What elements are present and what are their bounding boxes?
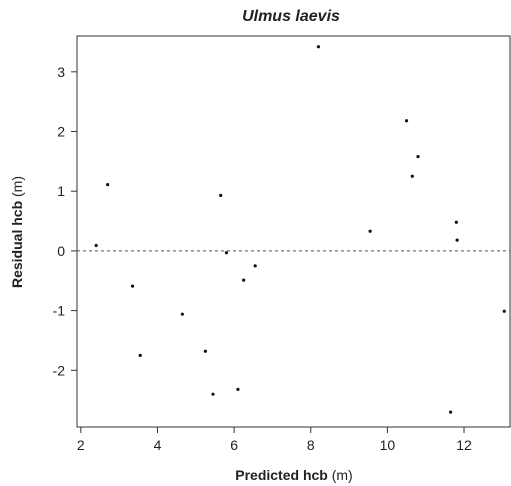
- x-tick-label: 2: [77, 437, 85, 453]
- data-point: [449, 410, 453, 414]
- x-axis-title-unit: (m): [328, 467, 353, 483]
- x-tick-label: 12: [456, 437, 472, 453]
- x-tick-label: 6: [230, 437, 238, 453]
- data-point: [180, 312, 184, 316]
- plot-frame: [76, 35, 511, 428]
- data-point: [253, 264, 257, 268]
- y-tick-label: -2: [53, 362, 66, 378]
- y-tick-label: 2: [57, 124, 65, 140]
- data-point: [454, 220, 458, 224]
- data-point: [410, 174, 414, 178]
- data-point: [368, 229, 372, 233]
- y-tick-label: 0: [57, 243, 65, 259]
- data-point: [502, 309, 506, 313]
- y-tick-label: -1: [53, 303, 66, 319]
- data-point: [224, 251, 229, 255]
- data-point: [236, 387, 240, 391]
- data-point: [404, 119, 409, 123]
- x-tick-label: 8: [307, 437, 315, 453]
- x-axis-title-main: Predicted hcb: [235, 467, 328, 483]
- data-point: [138, 353, 142, 357]
- data-point: [211, 392, 215, 396]
- y-tick-label: 1: [57, 183, 65, 199]
- data-point: [94, 243, 98, 248]
- data-point: [455, 238, 459, 242]
- y-axis-title: Residual hcb (m): [9, 176, 25, 288]
- data-point: [316, 45, 321, 49]
- data-point: [130, 284, 135, 288]
- x-axis-title: Predicted hcb (m): [235, 467, 352, 483]
- x-tick-label: 10: [380, 437, 396, 453]
- x-axis: 2 4 6 8 10 12: [77, 427, 472, 453]
- y-axis-title-main: Residual hcb: [9, 201, 25, 288]
- data-point: [106, 183, 110, 187]
- data-point: [203, 349, 207, 353]
- data-point: [242, 278, 246, 282]
- data-point: [219, 193, 223, 197]
- y-tick-label: 3: [57, 64, 65, 80]
- y-axis-title-unit: (m): [9, 176, 25, 201]
- y-axis: -2 -1 0 1 2 3: [53, 64, 77, 378]
- data-point: [416, 154, 420, 159]
- data-points: [94, 45, 506, 414]
- chart-title: Ulmus laevis: [242, 8, 340, 25]
- x-tick-label: 4: [154, 437, 162, 453]
